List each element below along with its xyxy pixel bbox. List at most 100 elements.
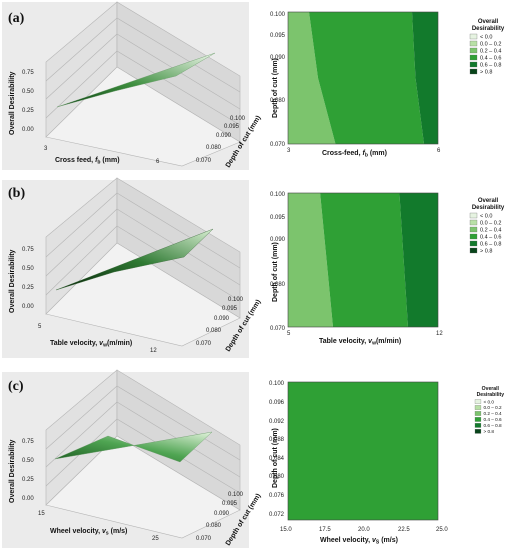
panel-tag-c: (c): [8, 379, 24, 394]
z-tick-c-1: 0.25: [22, 477, 34, 483]
y-tick-c-1: 0.080: [206, 523, 222, 529]
legend-c-swatch-5: [474, 429, 482, 434]
contour-x-tick-a-1: 6: [437, 148, 441, 154]
contour-y-tick-a-4: 0.070: [270, 142, 286, 148]
y-tick-a-3: 0.095: [224, 124, 240, 130]
z-tick-b-1: 0.25: [22, 285, 34, 291]
legend-b-swatch-4: [469, 240, 478, 247]
legend-c-title-line1: Overall: [482, 386, 500, 392]
y-tick-b-2: 0.090: [214, 316, 230, 322]
legend-c-label-2: 0.2 – 0.4: [484, 411, 503, 416]
contour-y-tick-a-2: 0.090: [270, 55, 286, 61]
contour-x-tick-c-0: 15.0: [280, 527, 292, 533]
contour-y-label-a: Depth of cut (mm): [272, 58, 279, 118]
panel-c: (c) 0.00 0.25 0.50 0.75 Ove: [2, 369, 448, 548]
contour-x-label-a: Cross-feed, fb (mm): [322, 150, 387, 159]
x-tick-a-1: 6: [156, 159, 160, 165]
z-axis-label-c: Overall Desirability: [9, 439, 16, 503]
x-axis-label-c: Wheel velocity, vs (m/s): [50, 528, 127, 537]
y-tick-a-4: 0.100: [230, 116, 246, 122]
surface-plot-b: 0.00 0.25 0.50 0.75 Overall Desirability…: [9, 177, 262, 354]
y-tick-c-4: 0.100: [228, 492, 244, 498]
contour-x-label-c: Wheel velocity, vS (m/s): [320, 537, 398, 546]
legend-b-label-2: 0.2 – 0.4: [480, 228, 501, 234]
x-tick-b-1: 12: [150, 348, 157, 354]
contour-plot-a: Depth of cut (mm) 0.100 0.095 0.090 0.08…: [270, 11, 441, 159]
contour-region-a-0: [288, 12, 336, 144]
legend-a-title-line2: Desirability: [472, 26, 505, 32]
legend-a-title-line1: Overall: [478, 19, 499, 25]
contour-x-tick-b-0: 5: [287, 331, 291, 337]
z-tick-a-2: 0.50: [22, 89, 34, 95]
legend-b-swatch-3: [469, 233, 478, 240]
legend-c-swatch-3: [474, 417, 482, 422]
contour-y-ticks-a: 0.100 0.095 0.090 0.080 0.070: [270, 12, 286, 148]
contour-region-c-0: [288, 382, 438, 520]
contour-x-tick-b-1: 12: [436, 331, 443, 337]
legend-b-swatch-5: [469, 247, 478, 254]
x-tick-c-1: 25: [152, 536, 159, 542]
contour-frame-a: [287, 11, 439, 145]
contour-x-tick-a-0: 3: [287, 148, 291, 154]
contour-plot-b: Depth of cut (mm) 0.100 0.095 0.090 0.08…: [270, 192, 443, 347]
legend-b-label-0: < 0.0: [480, 214, 492, 220]
contour-y-tick-c-3: 0.088: [269, 437, 285, 443]
panel-b: (b) 0.00 0.25 0.50 0.75 Ove: [2, 177, 443, 358]
contour-x-tick-c-4: 25.0: [436, 527, 448, 533]
legend-b-title-line2: Desirability: [472, 205, 505, 211]
z-tick-c-0: 0.00: [22, 496, 34, 502]
legend-a-swatch-0: [469, 33, 478, 40]
z-tick-b-3: 0.75: [22, 247, 34, 253]
legend-b-label-1: 0.0 – 0.2: [480, 221, 501, 227]
x-tick-a-0: 3: [44, 146, 48, 152]
contour-y-tick-c-1: 0.096: [269, 400, 285, 406]
z-axis-label-a: Overall Desirability: [9, 71, 16, 135]
y-tick-b-0: 0.070: [196, 341, 212, 347]
panel-tag-b: (b): [8, 186, 25, 201]
z-tick-a-0: 0.00: [22, 127, 34, 133]
contour-region-a-2: [412, 12, 438, 144]
contour-x-tick-c-1: 17.5: [319, 527, 331, 533]
y-tick-a-2: 0.090: [216, 133, 232, 139]
z-tick-c-3: 0.75: [22, 439, 34, 445]
legend-a-label-4: 0.6 – 0.8: [480, 63, 501, 69]
legend-c-swatch-0: [474, 399, 482, 404]
legend-a-label-3: 0.4 – 0.6: [480, 56, 501, 62]
contour-x-label-b: Table velocity, vw(m/min): [319, 338, 401, 347]
contour-y-tick-b-1: 0.095: [270, 215, 286, 221]
y-tick-b-1: 0.080: [206, 328, 222, 334]
legend-c-swatch-2: [474, 411, 482, 416]
legend-c-label-0: < 0.0: [484, 399, 495, 404]
surface-a: [56, 52, 216, 108]
surface-plot-c: 0.00 0.25 0.50 0.75 Overall Desirability…: [9, 369, 262, 547]
legend-a-swatch-2: [469, 47, 478, 54]
contour-region-b-0: [288, 193, 333, 327]
contour-y-tick-c-6: 0.076: [269, 493, 285, 499]
z-tick-b-0: 0.00: [22, 304, 34, 310]
z-tick-a-3: 0.75: [22, 70, 34, 76]
y-tick-b-3: 0.095: [222, 306, 238, 312]
legend-b-swatch-1: [469, 219, 478, 226]
legend-b-swatch-0: [469, 212, 478, 219]
legend-b-swatch-2: [469, 226, 478, 233]
contour-region-b-1: [320, 193, 408, 327]
legend-c-label-4: 0.6 – 0.8: [484, 423, 503, 428]
contour-y-tick-c-4: 0.084: [269, 456, 285, 462]
contour-y-ticks-b: 0.100 0.095 0.090 0.080 0.070: [270, 192, 286, 332]
y-tick-b-4: 0.100: [228, 297, 244, 303]
x-tick-b-0: 5: [38, 324, 42, 330]
legend-a-swatch-5: [469, 68, 478, 75]
y-tick-a-0: 0.070: [196, 158, 212, 164]
legend-b-title-line1: Overall: [478, 198, 499, 204]
legend-a-swatch-1: [469, 40, 478, 47]
contour-y-tick-c-5: 0.080: [269, 474, 285, 480]
legend-c-label-3: 0.4 – 0.6: [484, 417, 503, 422]
surface-b: [55, 228, 214, 291]
contour-frame-c: [287, 381, 439, 521]
z-tick-b-2: 0.50: [22, 266, 34, 272]
contour-y-tick-b-2: 0.090: [270, 237, 286, 243]
x-tick-c-0: 15: [38, 511, 45, 517]
